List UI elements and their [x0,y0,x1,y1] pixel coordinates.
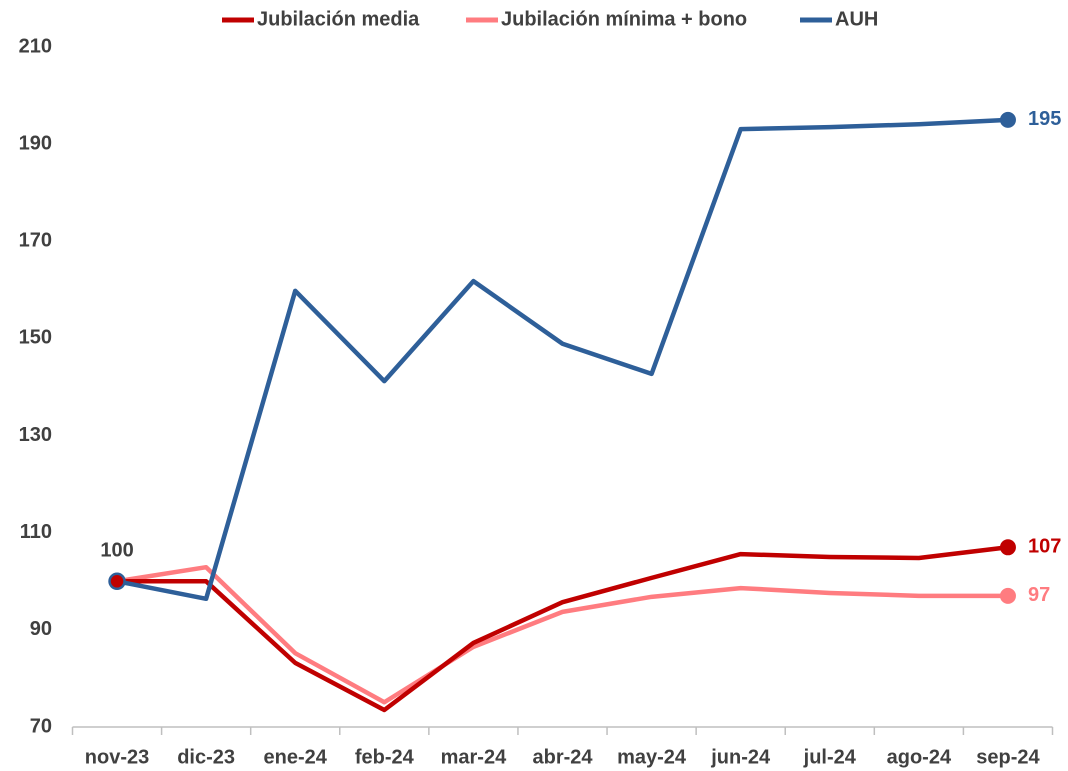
x-tick-label: nov-23 [85,746,149,768]
y-tick-label: 90 [30,618,52,640]
y-tick-label: 110 [20,521,52,543]
x-tick-label: sep-24 [976,746,1040,768]
y-tick-label: 210 [19,35,52,57]
x-tick-label: jun-24 [710,746,771,768]
start-marker [108,572,126,591]
x-tick-label: dic-23 [177,746,235,768]
start-label: 100 [100,540,133,562]
end-marker [999,111,1016,128]
legend-label: Jubilación media [257,8,420,30]
x-tick-label: mar-24 [441,746,507,768]
end-marker [999,587,1016,604]
x-tick-label: ago-24 [887,746,952,768]
x-tick-label: may-24 [617,746,687,768]
end-label: 97 [1028,584,1050,606]
legend-label: AUH [835,8,878,30]
end-marker [999,539,1016,556]
y-tick-label: 190 [19,132,52,154]
x-tick-label: jul-24 [803,746,857,768]
y-tick-label: 170 [19,230,52,252]
legend-label: Jubilación mínima + bono [501,8,747,30]
end-label: 107 [1028,536,1061,558]
x-tick-label: ene-24 [264,746,328,768]
y-tick-label: 150 [19,327,52,349]
x-tick-label: abr-24 [532,746,593,768]
y-tick-label: 130 [19,424,52,446]
series-line [116,117,1009,602]
series-line [116,564,1008,705]
series-line [117,545,1009,713]
end-label: 195 [1028,108,1061,130]
x-tick-label: feb-24 [355,746,415,768]
y-tick-label: 70 [30,715,52,737]
